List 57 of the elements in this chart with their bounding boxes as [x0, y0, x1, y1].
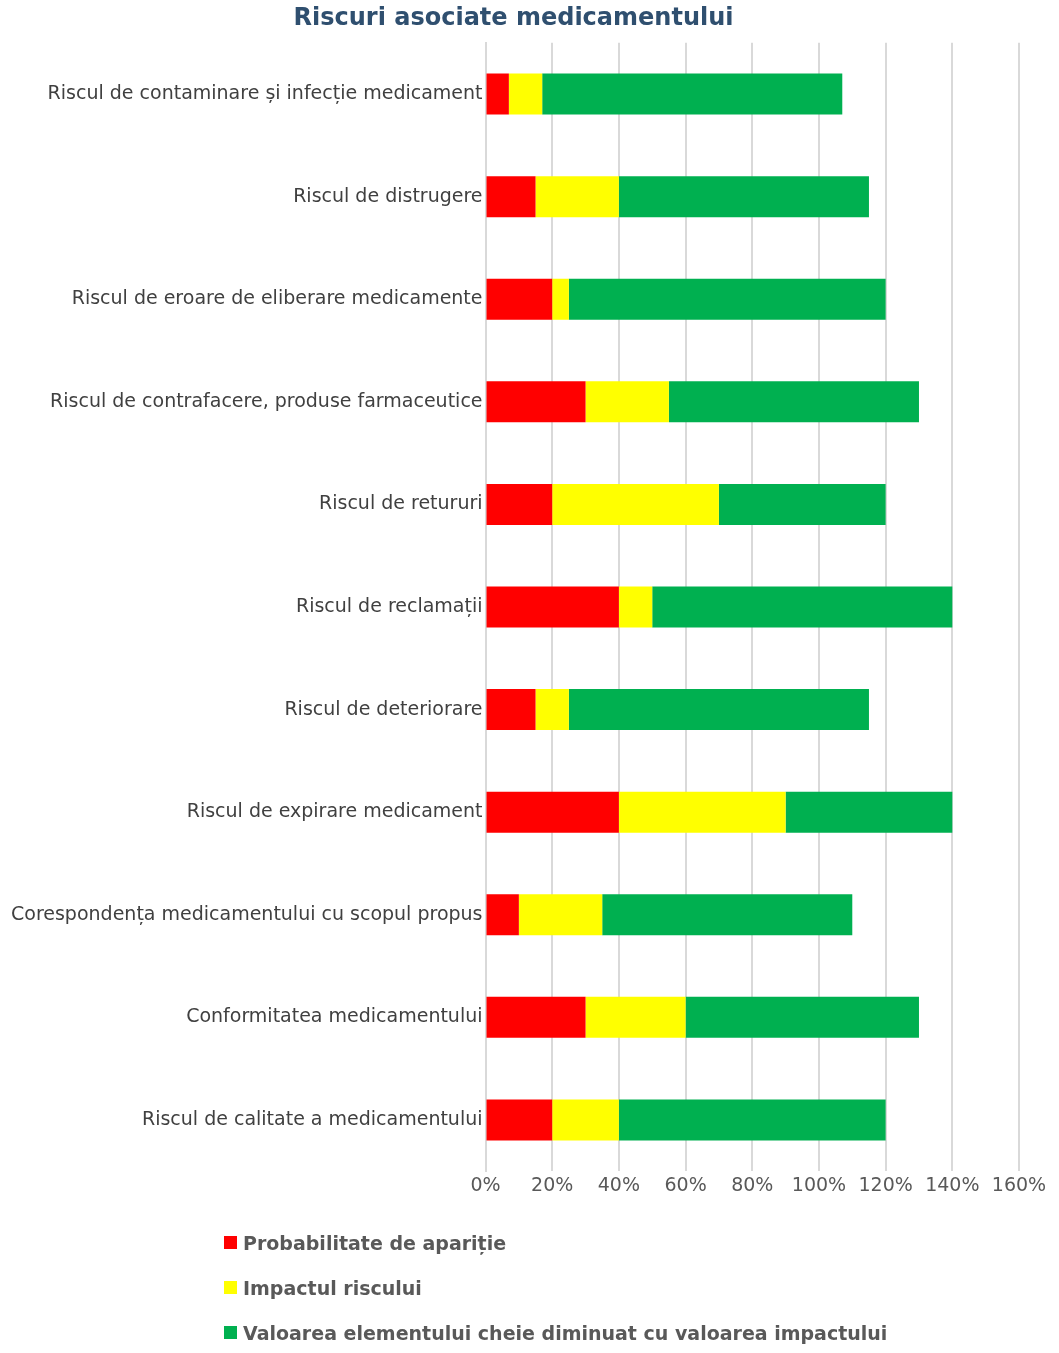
bar: [535, 689, 569, 731]
bar: [618, 176, 869, 218]
y-tick-label: Riscul de calitate a medicamentului: [141, 1106, 483, 1129]
y-tick-label: Conformitatea medicamentului: [186, 1004, 483, 1027]
bar: [518, 894, 603, 936]
bar: [486, 996, 586, 1038]
y-tick-label: Riscul de eroare de eliberare medicamente: [71, 286, 483, 309]
bar: [568, 689, 869, 731]
bar: [486, 894, 519, 936]
y-tick-label: Riscul de contaminare și infecție medicament: [47, 81, 483, 105]
bar: [618, 791, 786, 833]
bar: [486, 791, 619, 833]
bar: [486, 689, 536, 731]
bar: [568, 278, 886, 320]
legend-label: Probabilitate de apariție: [243, 1231, 507, 1254]
y-tick-label: Riscul de expirare medicament: [186, 799, 483, 822]
bar: [486, 381, 586, 423]
legend-label: Valoarea elementului cheie diminuat cu valoarea impactului: [243, 1321, 888, 1344]
x-tick-label: 120%: [858, 1172, 913, 1195]
x-tick-label: 40%: [597, 1172, 641, 1195]
x-tick-label: 100%: [791, 1172, 847, 1195]
bar: [486, 1099, 553, 1141]
bar: [486, 278, 553, 320]
bar: [486, 73, 509, 115]
y-tick-label: Riscul de distrugere: [293, 183, 483, 206]
bar: [585, 381, 669, 423]
bar: [585, 996, 686, 1038]
bar: [718, 483, 886, 525]
x-tick-label: 80%: [731, 1172, 774, 1195]
bar: [652, 586, 953, 628]
x-tick-label: 20%: [531, 1172, 574, 1195]
bar: [668, 381, 919, 423]
y-tick-label: Riscul de deteriorare: [284, 696, 483, 719]
y-tick-label: Riscul de reclamații: [295, 593, 483, 617]
y-tick-label: Corespondența medicamentului cu scopul propus: [10, 901, 483, 925]
legend-label: Impactul riscului: [243, 1276, 422, 1299]
x-tick-label: 0%: [470, 1172, 501, 1195]
bar: [785, 791, 953, 833]
x-tick-label: 60%: [664, 1172, 707, 1195]
x-tick-label: 160%: [991, 1172, 1047, 1195]
bar: [535, 176, 619, 218]
bar: [685, 996, 919, 1038]
bar: [618, 1099, 886, 1141]
bar: [552, 1099, 619, 1141]
bar: [552, 483, 719, 525]
x-tick-label: 140%: [925, 1172, 980, 1195]
y-tick-label: Riscul de contrafacere, produse farmaceutice: [50, 388, 483, 411]
bar: [508, 73, 543, 115]
bar: [602, 894, 853, 936]
bar: [552, 278, 569, 320]
bar: [486, 176, 536, 218]
bar: [486, 483, 553, 525]
bar: [618, 586, 653, 628]
bar: [486, 586, 619, 628]
y-tick-label: Riscul de retururi: [319, 491, 483, 514]
chart-title: Riscuri asociate medicamentului: [293, 2, 734, 31]
bar: [542, 73, 843, 115]
